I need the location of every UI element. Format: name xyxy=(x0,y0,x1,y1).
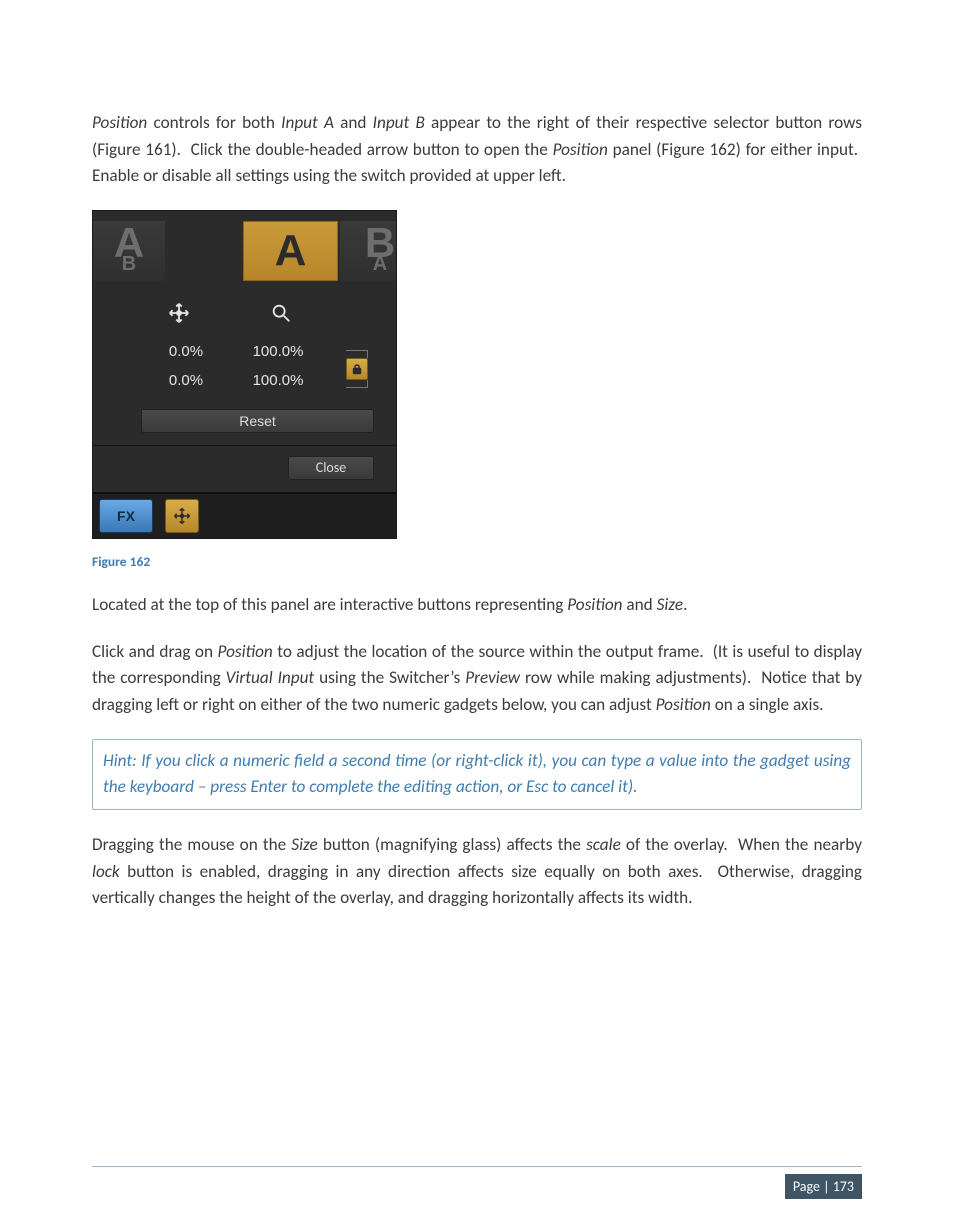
size-x-field[interactable]: 100.0% xyxy=(233,337,323,366)
tab-subletter: A xyxy=(373,253,387,276)
magnifying-glass-icon xyxy=(270,302,292,324)
body-paragraph: Located at the top of this panel are int… xyxy=(92,592,862,619)
hint-callout: Hint: If you click a numeric field a sec… xyxy=(92,739,862,810)
tab-subletter: B xyxy=(122,253,136,276)
position-toggle-button[interactable] xyxy=(165,499,199,533)
tab-strip: A B A B A xyxy=(93,211,396,289)
hint-text: Hint: If you click a numeric field a sec… xyxy=(103,748,851,801)
move-icon xyxy=(173,507,191,525)
figure-screenshot: A B A B A xyxy=(92,210,397,539)
reset-button[interactable]: Reset xyxy=(141,409,374,433)
move-icon xyxy=(168,302,190,324)
body-paragraph: Position controls for both Input A and I… xyxy=(92,110,862,190)
lock-icon xyxy=(351,363,363,375)
position-button[interactable] xyxy=(161,299,197,327)
body-paragraph: Dragging the mouse on the Size button (m… xyxy=(92,832,862,912)
size-button[interactable] xyxy=(263,299,299,327)
tab-a[interactable]: A B xyxy=(93,221,165,281)
tab-a-active[interactable]: A xyxy=(243,221,338,281)
lock-aspect-group xyxy=(340,343,374,395)
footer-rule xyxy=(92,1166,862,1167)
footer-strip: FX xyxy=(93,492,396,538)
close-button[interactable]: Close xyxy=(288,456,374,480)
bracket-decoration xyxy=(346,350,368,358)
position-panel: 0.0% 100.0% 0.0% 100.0% Reset xyxy=(93,289,396,433)
figure-caption: Figure 162 xyxy=(92,553,862,570)
position-x-field[interactable]: 0.0% xyxy=(141,337,231,366)
bracket-decoration xyxy=(346,380,368,388)
size-y-field[interactable]: 100.0% xyxy=(233,366,323,395)
page-number-badge: Page | 173 xyxy=(785,1174,862,1199)
body-paragraph: Click and drag on Position to adjust the… xyxy=(92,639,862,719)
position-y-field[interactable]: 0.0% xyxy=(141,366,231,395)
tab-b[interactable]: B A xyxy=(340,221,396,281)
fx-button[interactable]: FX xyxy=(99,499,153,533)
lock-button[interactable] xyxy=(346,358,368,380)
tab-letter: A xyxy=(275,233,307,268)
